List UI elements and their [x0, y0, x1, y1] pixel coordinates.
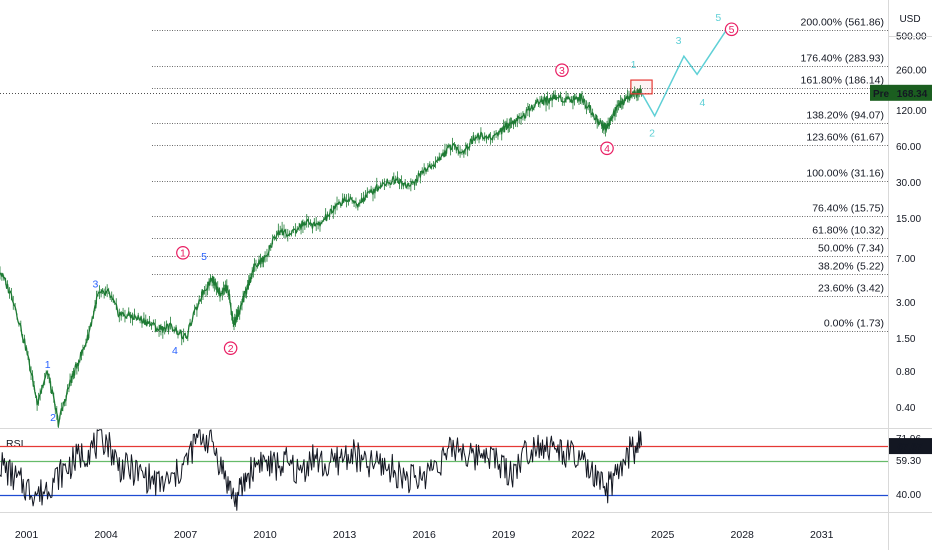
- price-tag-value: 168.34: [897, 89, 928, 100]
- wave-circle: [223, 341, 238, 355]
- time-tick-label: 2010: [253, 529, 277, 541]
- wave-label: 3: [676, 35, 682, 47]
- wave-label: 4: [172, 345, 178, 357]
- rsi-current-tag: 67.67: [897, 442, 922, 453]
- price-tick-label: 1.50: [896, 334, 916, 345]
- pre-tag-bg: [870, 84, 892, 101]
- price-tick-label: 120.00: [896, 106, 927, 117]
- rsi-tick-label: 59.30: [896, 456, 921, 467]
- projection-line: [640, 29, 727, 118]
- fib-label: 0.00% (1.73): [824, 318, 884, 330]
- price-tick-label: 15.00: [896, 214, 921, 225]
- time-tick-label: 2025: [651, 529, 675, 541]
- rsi-current-tag-bg: [889, 438, 932, 455]
- wave-label: 1: [631, 59, 637, 71]
- price-tick-label: 30.00: [896, 178, 921, 189]
- fib-label: 50.00% (7.34): [818, 243, 884, 255]
- fib-label: 161.80% (186.14): [801, 75, 884, 87]
- time-tick-label: 2019: [492, 529, 516, 541]
- wave-circle: [176, 246, 190, 260]
- wave-circle: [555, 63, 569, 77]
- price-tick-label: 60.00: [896, 142, 921, 153]
- wave-label: 5: [201, 251, 207, 263]
- price-series: [0, 85, 643, 429]
- fib-levels: 200.00% (561.86)176.40% (283.93)161.80% …: [0, 17, 888, 332]
- pre-tag-label: Pre: [873, 89, 890, 100]
- wave-circle: [724, 22, 739, 37]
- time-tick-label: 2001: [15, 529, 39, 541]
- wave-label: 4: [700, 97, 706, 109]
- time-tick-label: 2028: [731, 529, 755, 541]
- price-tick-label: 500.00: [896, 32, 927, 43]
- wave-label: 1: [180, 248, 186, 260]
- wave-label: 3: [93, 279, 99, 291]
- rsi-title: RSI: [6, 438, 24, 450]
- time-tick-label: 2007: [174, 529, 198, 541]
- wave-label: 3: [559, 65, 565, 77]
- wave-label: 2: [50, 412, 56, 424]
- fib-label: 61.80% (10.32): [812, 225, 884, 237]
- price-tick-label: 0.80: [896, 367, 916, 378]
- price-tick-label: 7.00: [896, 254, 916, 265]
- target-box: [630, 79, 653, 95]
- wave-circle: [600, 141, 614, 156]
- price-line: [0, 88, 643, 428]
- wave-label: 5: [729, 24, 735, 36]
- fib-label: 38.20% (5.22): [818, 261, 884, 273]
- time-tick-label: 2022: [571, 529, 595, 541]
- wave-label: 1: [45, 359, 51, 371]
- fib-label: 123.60% (61.67): [806, 132, 884, 144]
- price-tick-label: 3.00: [896, 298, 916, 309]
- fib-label: 138.20% (94.07): [806, 110, 884, 122]
- time-tick-label: 2004: [94, 529, 118, 541]
- projection-path: [630, 29, 727, 118]
- price-tag-bg: [892, 84, 932, 101]
- wave-label: 4: [604, 143, 610, 155]
- fib-label: 200.00% (561.86): [801, 17, 884, 29]
- fib-label: 76.40% (15.75): [812, 203, 884, 215]
- time-tick-label: 2016: [412, 529, 436, 541]
- rsi-line: [0, 429, 642, 511]
- rsi-tick-label: 40.00: [896, 490, 921, 501]
- price-tick-label: 0.40: [896, 403, 916, 414]
- fib-label: 176.40% (283.93): [801, 53, 884, 65]
- time-tick-label: 2013: [333, 529, 357, 541]
- wave-label: 2: [228, 343, 234, 355]
- price-tick-label: 260.00: [896, 66, 927, 77]
- fib-label: 100.00% (31.16): [806, 168, 884, 180]
- axis-tags: Pre 168.34 67.67: [870, 84, 932, 455]
- wave-label: 2: [649, 128, 655, 140]
- wave-label: 5: [715, 12, 721, 24]
- time-tick-label: 2031: [810, 529, 834, 541]
- fib-label: 23.60% (3.42): [818, 283, 884, 295]
- currency-label: USD: [899, 14, 920, 25]
